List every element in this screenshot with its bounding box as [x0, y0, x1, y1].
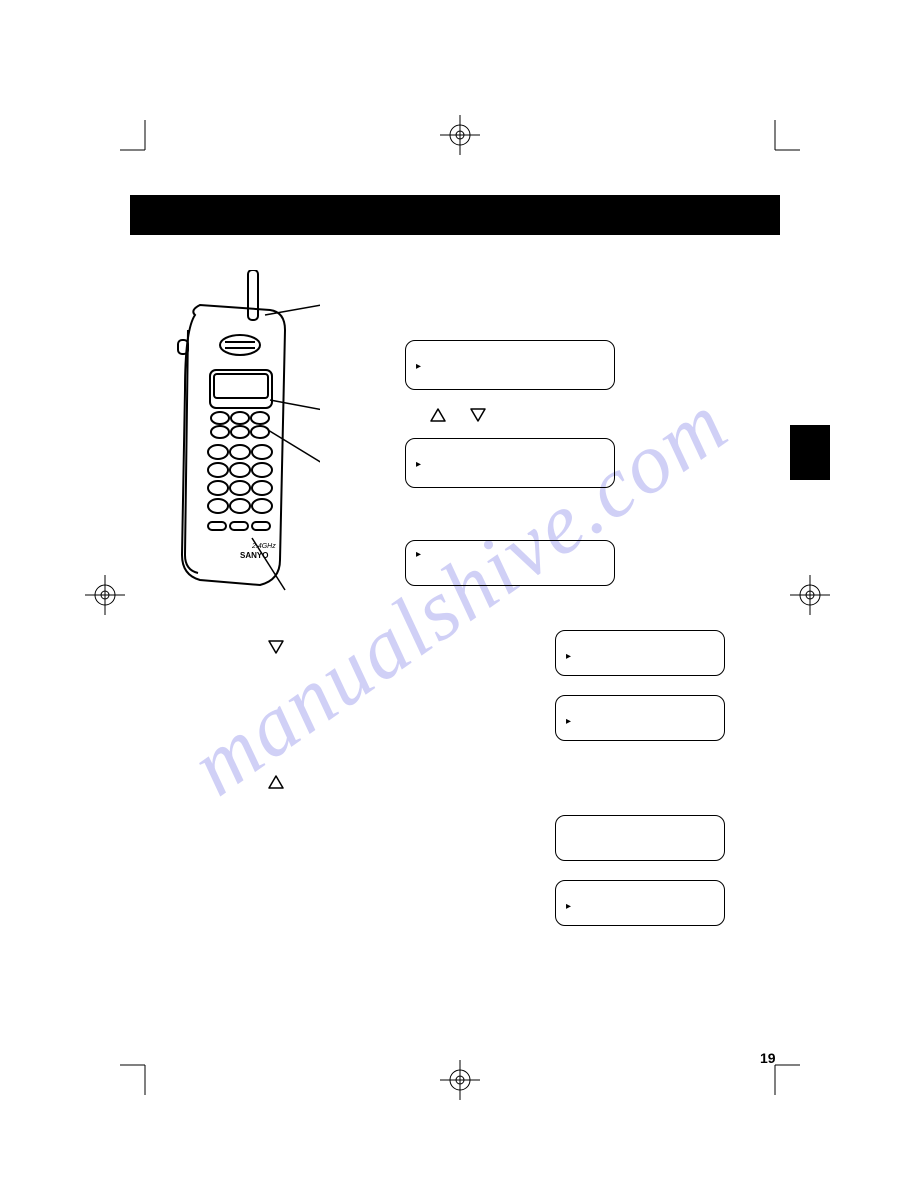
svg-text:2.4GHz: 2.4GHz — [251, 543, 276, 550]
display-2: ▸ — [405, 438, 615, 488]
display-6-line1 — [566, 824, 714, 836]
register-left — [85, 575, 125, 615]
display-7-line1 — [566, 889, 714, 901]
cropmark-tr — [760, 120, 800, 160]
display-1: ▸ — [405, 340, 615, 390]
handset-illustration: 2.4GHz SANYO — [140, 270, 320, 600]
display-5-line1 — [566, 704, 714, 716]
display-6 — [555, 815, 725, 861]
display-3-line2 — [416, 561, 604, 573]
side-tab — [790, 425, 830, 480]
display-2-line1 — [416, 447, 604, 459]
display-4-line1 — [566, 639, 714, 651]
register-right — [790, 575, 830, 615]
display-3-line1: ▸ — [416, 549, 604, 561]
display-6-line2 — [566, 836, 714, 848]
display-4-line2: ▸ — [566, 651, 714, 663]
display-7-line2: ▸ — [566, 901, 714, 913]
register-top — [440, 115, 480, 155]
display-1-line2: ▸ — [416, 361, 604, 373]
cropmark-tl — [120, 120, 160, 160]
cropmark-bl — [120, 1055, 160, 1095]
display-2-line2: ▸ — [416, 459, 604, 471]
svg-text:SANYO: SANYO — [240, 551, 268, 560]
display-3: ▸ — [405, 540, 615, 586]
display-5: ▸ — [555, 695, 725, 741]
down-triangle-icon — [470, 408, 486, 422]
page-number: 19 — [760, 1050, 776, 1066]
display-1-line1 — [416, 349, 604, 361]
display-5-line2: ▸ — [566, 716, 714, 728]
section-header-bar — [130, 195, 780, 235]
display-4: ▸ — [555, 630, 725, 676]
down-triangle-icon-step4 — [268, 640, 284, 654]
up-triangle-icon — [430, 408, 446, 422]
up-triangle-icon-step5 — [268, 775, 284, 789]
display-7: ▸ — [555, 880, 725, 926]
register-bottom — [440, 1060, 480, 1100]
